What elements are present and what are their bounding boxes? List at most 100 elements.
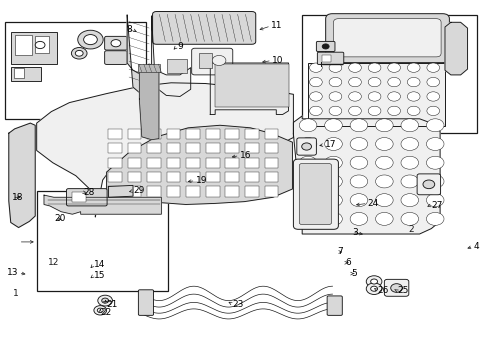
FancyBboxPatch shape bbox=[384, 279, 408, 296]
Polygon shape bbox=[44, 195, 161, 214]
FancyBboxPatch shape bbox=[138, 290, 153, 315]
Circle shape bbox=[348, 106, 361, 116]
Polygon shape bbox=[151, 16, 190, 96]
Polygon shape bbox=[106, 125, 292, 204]
Bar bbox=[147, 129, 161, 139]
Circle shape bbox=[348, 63, 361, 72]
Circle shape bbox=[426, 175, 443, 188]
Text: 27: 27 bbox=[430, 201, 442, 210]
Circle shape bbox=[98, 295, 112, 306]
Bar bbox=[15, 35, 32, 55]
Circle shape bbox=[75, 50, 83, 56]
Bar bbox=[205, 143, 219, 153]
Circle shape bbox=[426, 106, 439, 116]
Circle shape bbox=[349, 212, 367, 225]
Bar bbox=[138, 64, 160, 72]
Circle shape bbox=[349, 119, 367, 132]
Bar bbox=[225, 172, 239, 182]
Text: 15: 15 bbox=[94, 271, 105, 280]
Bar bbox=[205, 172, 219, 182]
Bar bbox=[205, 129, 219, 139]
Circle shape bbox=[299, 156, 316, 169]
Bar bbox=[244, 129, 258, 139]
Bar bbox=[264, 158, 278, 168]
Bar bbox=[321, 55, 330, 62]
Text: 17: 17 bbox=[324, 140, 336, 149]
Text: 12: 12 bbox=[48, 258, 60, 267]
Circle shape bbox=[35, 41, 45, 49]
FancyBboxPatch shape bbox=[296, 138, 316, 155]
Circle shape bbox=[349, 175, 367, 188]
Text: 20: 20 bbox=[55, 214, 66, 223]
Polygon shape bbox=[139, 64, 159, 140]
Bar bbox=[127, 129, 141, 139]
Circle shape bbox=[375, 156, 392, 169]
Circle shape bbox=[94, 306, 106, 315]
Circle shape bbox=[407, 77, 419, 87]
Text: 21: 21 bbox=[106, 300, 118, 309]
Circle shape bbox=[400, 175, 418, 188]
Bar bbox=[127, 172, 141, 182]
Polygon shape bbox=[108, 185, 133, 197]
Bar bbox=[166, 158, 180, 168]
Bar bbox=[205, 186, 219, 197]
Text: 2: 2 bbox=[407, 225, 413, 234]
Circle shape bbox=[400, 194, 418, 207]
Text: 1: 1 bbox=[13, 288, 19, 297]
Circle shape bbox=[71, 48, 87, 59]
Circle shape bbox=[324, 175, 342, 188]
FancyBboxPatch shape bbox=[104, 36, 127, 50]
Bar bbox=[14, 68, 24, 78]
Text: 19: 19 bbox=[195, 176, 207, 185]
Circle shape bbox=[367, 92, 380, 101]
Bar bbox=[215, 64, 288, 107]
Circle shape bbox=[328, 63, 341, 72]
Bar bbox=[186, 143, 200, 153]
Polygon shape bbox=[444, 22, 467, 75]
Bar bbox=[11, 32, 57, 64]
Circle shape bbox=[102, 298, 108, 303]
Bar bbox=[225, 143, 239, 153]
Bar bbox=[264, 129, 278, 139]
Circle shape bbox=[387, 77, 400, 87]
Circle shape bbox=[324, 156, 342, 169]
FancyBboxPatch shape bbox=[299, 163, 331, 225]
Circle shape bbox=[83, 35, 97, 45]
Bar bbox=[11, 67, 41, 81]
Circle shape bbox=[366, 276, 381, 287]
FancyBboxPatch shape bbox=[66, 189, 107, 206]
Bar bbox=[244, 172, 258, 182]
Bar bbox=[198, 53, 212, 68]
Text: 13: 13 bbox=[7, 269, 19, 277]
Bar bbox=[244, 186, 258, 197]
Circle shape bbox=[426, 119, 443, 132]
Bar bbox=[166, 186, 180, 197]
Circle shape bbox=[426, 77, 439, 87]
Circle shape bbox=[299, 212, 316, 225]
Text: 4: 4 bbox=[472, 242, 478, 251]
Text: 3: 3 bbox=[351, 228, 357, 237]
Circle shape bbox=[349, 156, 367, 169]
Text: 22: 22 bbox=[100, 308, 111, 317]
Circle shape bbox=[375, 175, 392, 188]
Circle shape bbox=[349, 138, 367, 150]
Bar bbox=[35, 36, 49, 53]
Polygon shape bbox=[293, 116, 439, 234]
Text: 5: 5 bbox=[350, 269, 356, 278]
Circle shape bbox=[370, 279, 377, 284]
Bar bbox=[264, 172, 278, 182]
Text: 28: 28 bbox=[83, 188, 94, 197]
Text: 9: 9 bbox=[177, 41, 183, 50]
Circle shape bbox=[309, 63, 322, 72]
Circle shape bbox=[299, 119, 316, 132]
Circle shape bbox=[328, 106, 341, 116]
Circle shape bbox=[387, 63, 400, 72]
Circle shape bbox=[387, 106, 400, 116]
Circle shape bbox=[97, 308, 103, 312]
Polygon shape bbox=[37, 83, 293, 217]
Bar bbox=[147, 186, 161, 197]
Circle shape bbox=[367, 106, 380, 116]
FancyBboxPatch shape bbox=[104, 51, 127, 64]
Circle shape bbox=[407, 106, 419, 116]
Bar bbox=[127, 158, 141, 168]
